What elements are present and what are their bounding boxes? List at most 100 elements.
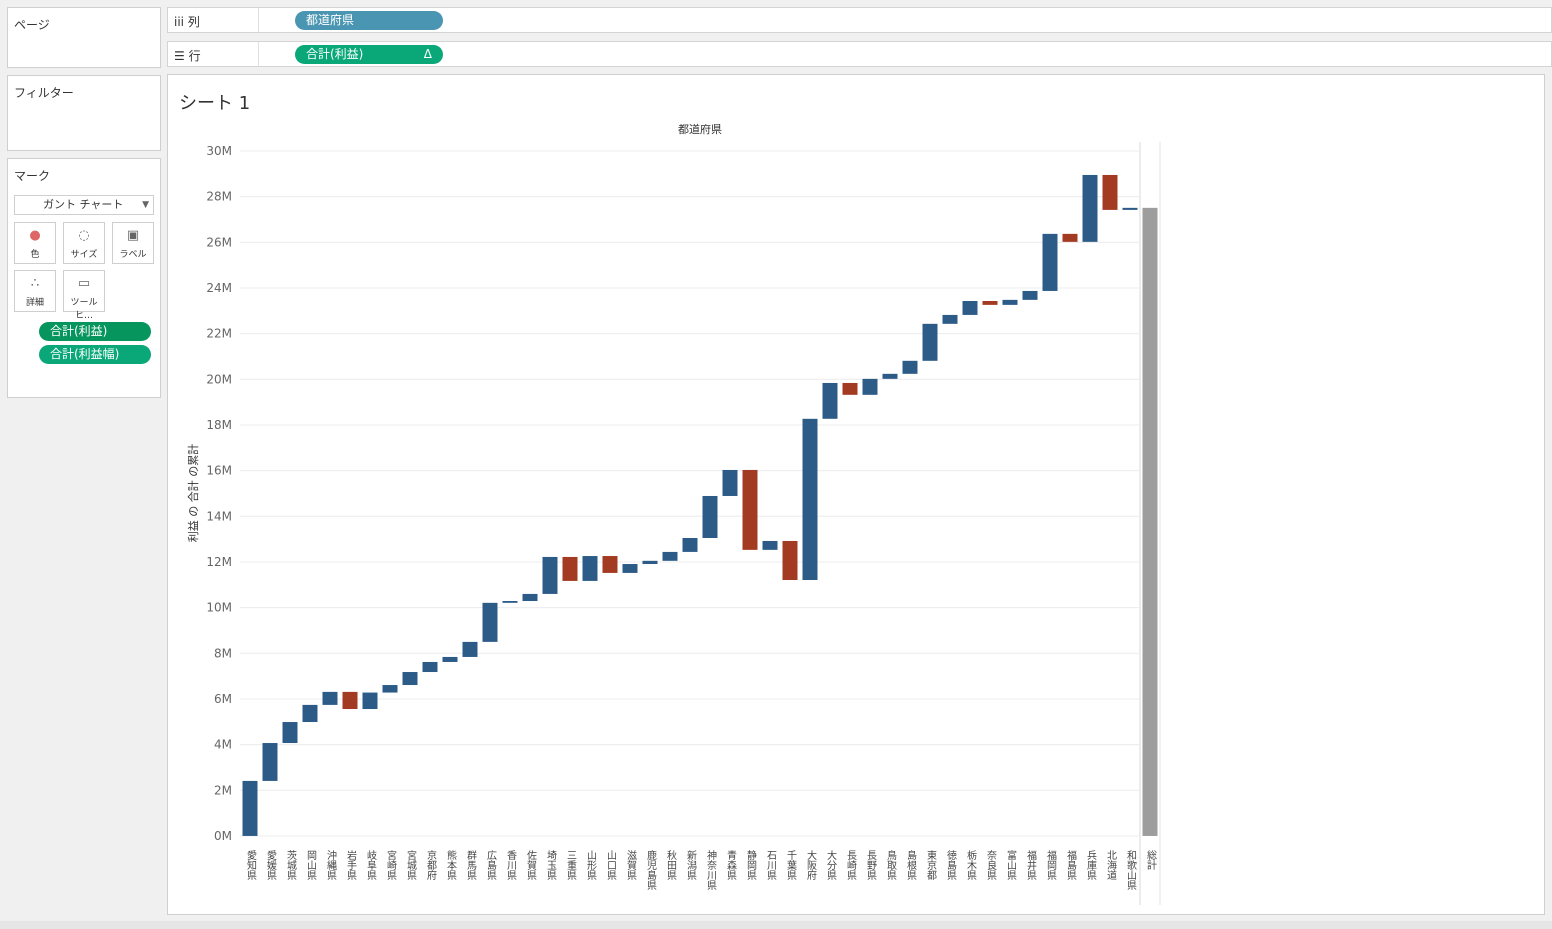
x-tick-label: 和歌山県 (1125, 850, 1137, 891)
x-tick-label: 石川県 (765, 850, 777, 881)
x-tick-label: 鳥取県 (885, 849, 897, 881)
x-tick-label: 奈良県 (985, 849, 997, 881)
x-tick-label: 福井県 (1025, 849, 1037, 881)
waterfall-bar (642, 560, 658, 565)
x-tick-label: 秋田県 (665, 849, 677, 881)
rows-shelf: ☰ 行 合計(利益) Δ (167, 41, 1552, 67)
y-tick-label: 14M (206, 509, 232, 523)
waterfall-bar (582, 556, 598, 581)
sheet: シート 1 (167, 74, 1545, 915)
size-button[interactable]: ◌ サイズ (63, 222, 105, 264)
waterfall-bar (302, 704, 318, 723)
x-tick-label: 滋賀県 (625, 849, 637, 881)
y-tick-label: 4M (214, 738, 232, 752)
waterfall-bar (702, 495, 718, 538)
sheet-title: シート 1 (179, 93, 251, 114)
waterfall-bar (242, 780, 258, 836)
rows-label: ☰ 行 (174, 49, 201, 63)
waterfall-bar (402, 672, 418, 686)
y-tick-label: 30M (206, 144, 232, 158)
y-tick-label: 16M (206, 464, 232, 478)
waterfall-bar (922, 323, 938, 361)
label-button[interactable]: ▣ ラベル (112, 222, 154, 264)
x-tick-label: 千葉県 (785, 850, 797, 881)
x-tick-label: 富山県 (1005, 849, 1017, 881)
y-tick-label: 18M (206, 418, 232, 432)
waterfall-bar (342, 691, 358, 710)
waterfall-bar (902, 360, 918, 374)
pages-label: ページ (14, 18, 50, 32)
waterfall-bar (282, 722, 298, 744)
x-tick-label: 東京都 (925, 849, 937, 881)
detail-button[interactable]: ∴ 詳細 (14, 270, 56, 312)
x-tick-label: 佐賀県 (525, 850, 537, 881)
x-tick-label: 京都府 (425, 850, 437, 881)
waterfall-bar (522, 593, 538, 602)
columns-shelf: iii 列 都道府県 (167, 7, 1552, 33)
rows-pill[interactable]: 合計(利益) Δ (295, 45, 443, 64)
waterfall-bar (262, 743, 278, 781)
separator (258, 42, 259, 66)
y-tick-label: 2M (214, 783, 232, 797)
waterfall-bar (1082, 174, 1098, 242)
waterfall-bar (382, 685, 398, 693)
x-tick-label: 香川県 (505, 850, 517, 881)
x-axis-title: 都道府県 (678, 122, 722, 136)
button-label: ラベル (119, 250, 147, 260)
y-tick-label: 8M (214, 646, 232, 660)
x-tick-label: 新潟県 (685, 850, 697, 881)
waterfall-bar (962, 300, 978, 315)
waterfall-bar (482, 602, 498, 642)
y-tick-label: 26M (206, 235, 232, 249)
color-button[interactable]: ● 色 (14, 222, 56, 264)
x-tick-label: 徳島県 (945, 849, 957, 881)
tooltip-button[interactable]: ▭ ツールヒ… (63, 270, 105, 321)
marks-panel: マーク ガント チャート ▼ ● 色 ◌ サイズ ▣ ラベル ∴ 詳細 ▭ ツールヒ… 合… (7, 158, 161, 398)
y-tick-label: 12M (206, 555, 232, 569)
waterfall-bar (862, 378, 878, 395)
x-tick-label: 大阪府 (805, 849, 817, 881)
waterfall-bar (1042, 233, 1058, 291)
waterfall-bar (442, 656, 458, 662)
x-tick-label: 山口県 (605, 850, 617, 881)
mark-type: ガント チャート (43, 198, 124, 211)
waterfall-bar (682, 537, 698, 552)
x-tick-label: 北海道 (1105, 850, 1117, 880)
columns-pill[interactable]: 都道府県 (295, 11, 443, 30)
mark-field-pill[interactable]: 合計(利益) (39, 322, 151, 341)
waterfall-bar (942, 314, 958, 324)
button-label: ツールヒ… (70, 298, 98, 321)
waterfall-bar (622, 564, 638, 573)
y-tick-label: 22M (206, 327, 232, 341)
x-tick-label: 岐阜県 (365, 849, 377, 881)
mark-field-pill[interactable]: 合計(利益幅) (39, 345, 151, 364)
marks-label: マーク (14, 169, 51, 183)
waterfall-bar (762, 540, 778, 550)
columns-label: iii 列 (174, 15, 200, 29)
x-tick-label: 福島県 (1065, 849, 1077, 881)
mark-type-dropdown[interactable]: ガント チャート ▼ (14, 195, 154, 215)
pages-panel: ページ (7, 7, 161, 68)
status-bar (0, 921, 1552, 929)
x-tick-label: 茨城県 (285, 850, 297, 881)
x-tick-label: 青森県 (725, 849, 737, 881)
x-tick-label: 埼玉県 (545, 849, 557, 881)
waterfall-bar (1122, 207, 1138, 210)
rows-field: 合計(利益) (306, 47, 364, 61)
x-tick-label: 島根県 (905, 849, 917, 881)
x-tick-label: 福岡県 (1045, 849, 1057, 881)
rows-field-icon: Δ (423, 47, 432, 61)
waterfall-bar (802, 418, 818, 581)
x-tick-label: 大分県 (825, 849, 837, 881)
waterfall-bar (1102, 174, 1118, 210)
total-bar (1142, 207, 1158, 836)
x-tick-label: 広島県 (485, 850, 497, 881)
columns-label-text: 列 (187, 15, 200, 29)
x-tick-label: 宮城県 (405, 849, 417, 881)
waterfall-bar (322, 691, 338, 705)
y-tick-label: 20M (206, 372, 232, 386)
y-tick-label: 28M (206, 190, 232, 204)
x-tick-label: 栃木県 (965, 849, 977, 881)
